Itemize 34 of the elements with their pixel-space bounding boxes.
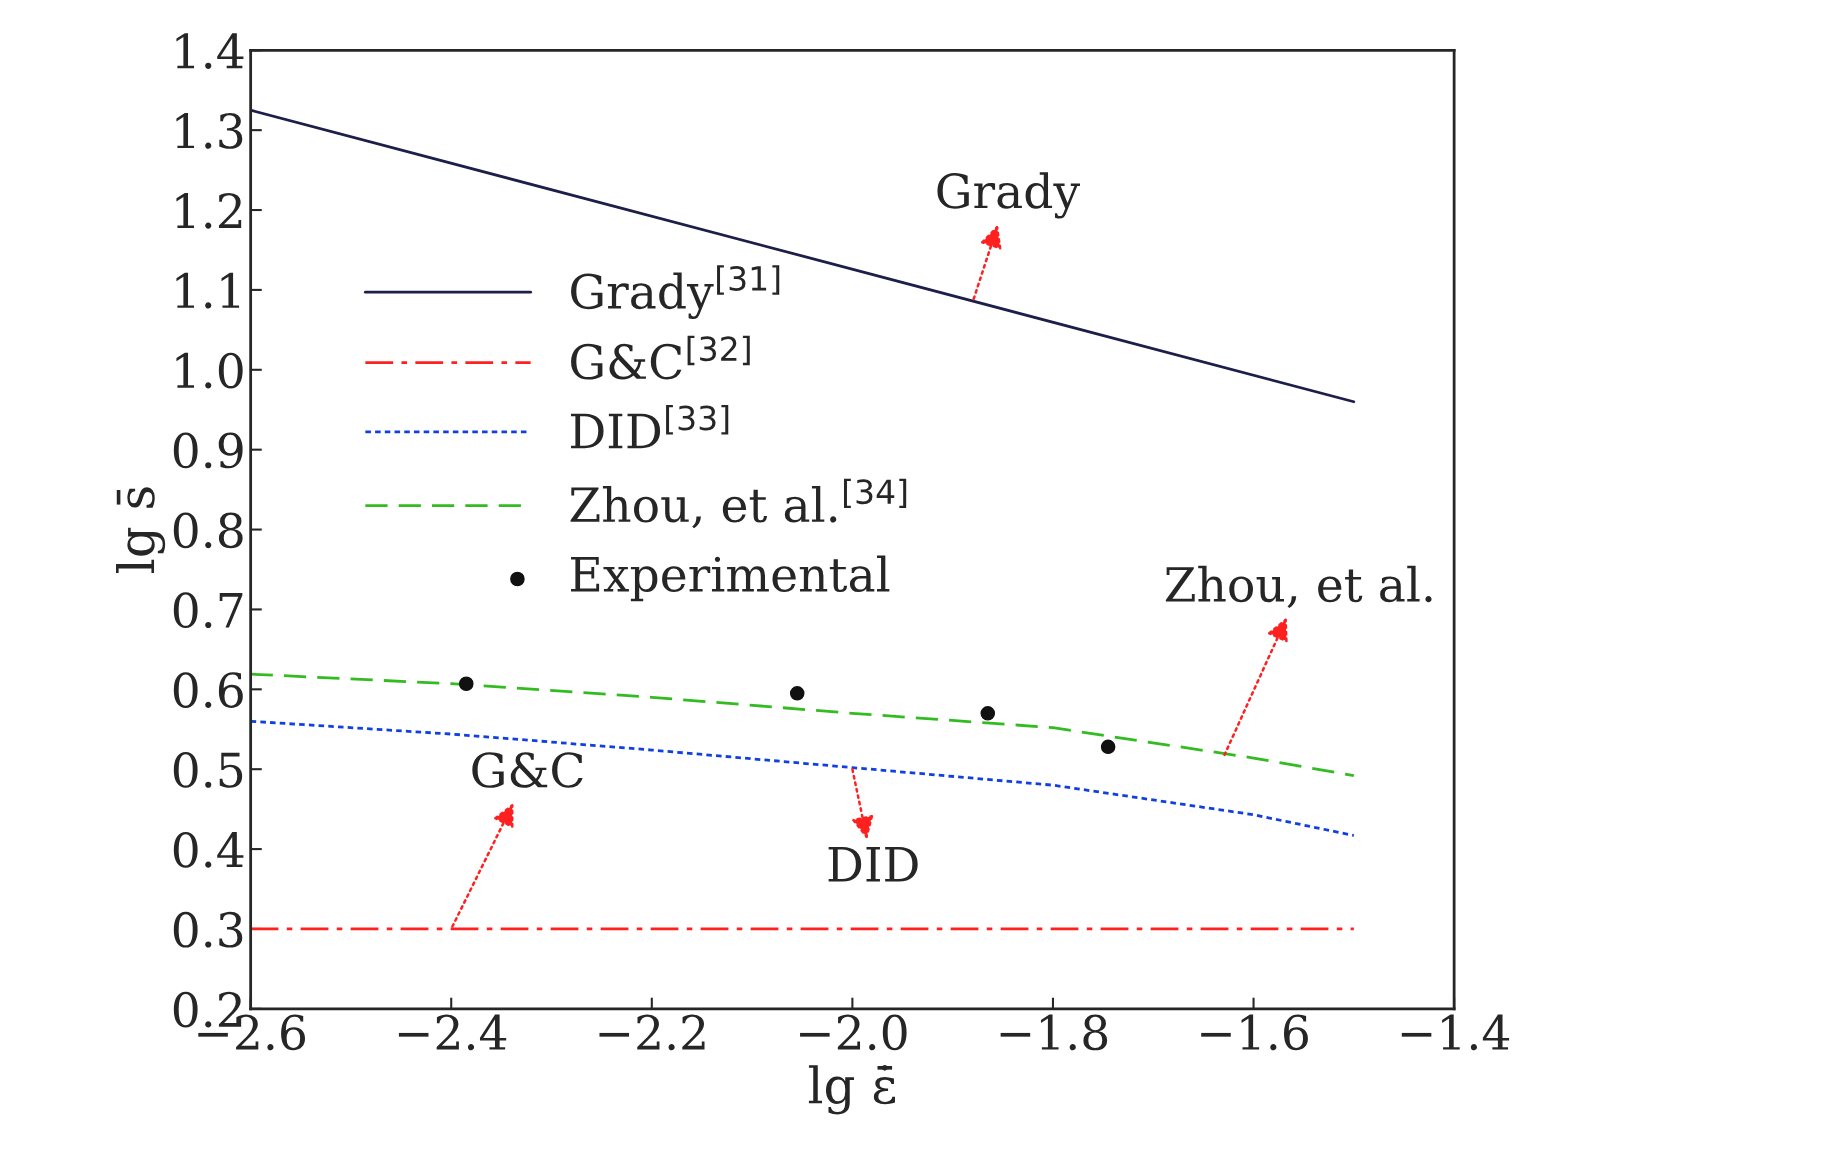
point [789,686,805,701]
x-tick-label: −1.8 [1000,1014,1108,1051]
x-tick-label: −2.2 [599,1014,705,1051]
y-tick-label: 1.0 [176,352,243,389]
point [1100,739,1116,755]
annotation: G&C [472,752,583,788]
point [980,706,996,721]
legend-label: DID$^{[33]}$ [571,404,729,449]
y-tick-label: 0.6 [173,672,243,708]
point [458,676,474,692]
annotation: Zhou, et al. [1165,565,1432,608]
y-tick-label: 0.4 [173,831,244,868]
y-axis-title: lg s̄ [116,487,166,573]
x-axis-title: lg ε̇̄ [808,1064,895,1115]
y-tick-label: 0.5 [173,752,243,788]
annotation: DID [828,847,918,882]
legend-label: G&C$^{[32]}$ [571,335,750,380]
legend-label: Zhou, et al.$^{[34]}$ [570,478,907,529]
y-tick-label: 1.2 [176,192,242,229]
legend-label: Experimental [571,555,890,602]
x-tick-label: −1.6 [1201,1014,1308,1051]
x-tick-label: −2.4 [398,1014,507,1051]
y-tick-label: 1.3 [176,113,243,149]
y-tick-label: 0.8 [173,512,243,549]
annotation: Grady [937,172,1080,219]
line-series [250,719,1356,837]
x-tick-label: −2.0 [800,1014,907,1051]
y-tick-label: 0.7 [173,592,243,629]
y-tick-label: 0.9 [173,432,243,469]
y-tick-label: 0.3 [173,911,243,948]
y-tick-label: 1.4 [176,33,244,69]
legend-label: Grady$^{[31]}$ [571,265,780,319]
x-tick-label: −1.4 [1401,1014,1510,1051]
y-tick-label: 1.1 [176,272,240,309]
